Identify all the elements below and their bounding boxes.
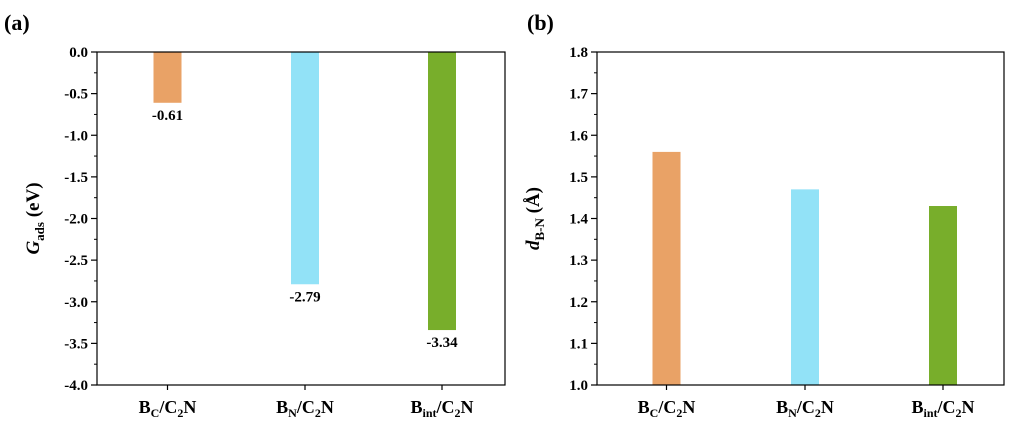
bar <box>291 52 319 285</box>
y-ticks-b: 1.8 1.7 1.6 1.5 1.4 1.3 1.2 1.1 1.0 <box>569 45 597 394</box>
panel-label-b: (b) <box>527 10 554 35</box>
panel-a: (a) Gads (eV) 0.0 -0.5 -1.0 -1.5 -2.0 -2.5 -3.… <box>4 10 506 420</box>
x-tick-label: BN/C2N <box>776 397 834 420</box>
y-tick-label: -1.5 <box>64 170 88 186</box>
y-tick-label: 0.0 <box>69 45 88 61</box>
y-tick-label: -3.5 <box>64 336 88 352</box>
plot-frame-b <box>596 51 1005 386</box>
y-tick-label: 1.7 <box>569 87 588 103</box>
x-tick-label: Bint/C2N <box>410 397 473 420</box>
x-tick-label: BC/C2N <box>638 397 696 420</box>
bar <box>791 189 819 385</box>
bar <box>153 52 182 103</box>
y-tick-label: 1.0 <box>569 378 588 394</box>
y-tick-label: 1.5 <box>569 170 588 186</box>
y-axis-title: dB-N (Å) <box>523 187 547 250</box>
panel-b: (b) dB-N (Å) 1.8 1.7 1.6 1.5 1.4 1.3 1.2 1.1 1.0… <box>523 10 1005 420</box>
y-axis-label-b: dB-N (Å) <box>523 187 547 250</box>
y-tick-label: 1.3 <box>569 253 588 269</box>
bars-a: -0.61 -2.79 -3.34 <box>152 52 458 351</box>
plot-frame-a <box>96 51 506 386</box>
bars-b <box>652 151 957 385</box>
y-tick-label: -2.0 <box>64 212 88 228</box>
y-tick-label: -3.0 <box>64 295 88 311</box>
x-tick-label: Bint/C2N <box>911 397 974 420</box>
y-tick-label: -4.0 <box>64 378 88 394</box>
y-tick-label: 1.1 <box>569 336 588 352</box>
y-axis-title: Gads (eV) <box>23 182 47 254</box>
panel-label-a: (a) <box>4 10 30 35</box>
x-tick-label: BN/C2N <box>276 397 334 420</box>
data-label: -2.79 <box>289 289 320 305</box>
x-categories-b: BC/C2N BN/C2N Bint/C2N <box>638 385 975 420</box>
data-label: -0.61 <box>152 108 183 124</box>
x-tick-label: BC/C2N <box>139 397 197 420</box>
y-tick-label: -1.0 <box>64 128 88 144</box>
bar <box>929 206 957 385</box>
x-categories-a: BC/C2N BN/C2N Bint/C2N <box>139 385 474 420</box>
y-ticks-a: 0.0 -0.5 -1.0 -1.5 -2.0 -2.5 -3.0 -3.5 -4.0 <box>64 45 97 394</box>
y-tick-label: 1.4 <box>569 212 588 228</box>
y-tick-label: 1.8 <box>569 45 588 61</box>
y-tick-label: 1.2 <box>569 295 588 311</box>
bar <box>428 52 456 331</box>
y-tick-label: -0.5 <box>64 87 88 103</box>
y-tick-label: 1.6 <box>569 128 588 144</box>
data-label: -3.34 <box>426 335 458 351</box>
bar <box>652 151 681 385</box>
y-axis-label-a: Gads (eV) <box>23 182 47 254</box>
y-tick-label: -2.5 <box>64 253 88 269</box>
